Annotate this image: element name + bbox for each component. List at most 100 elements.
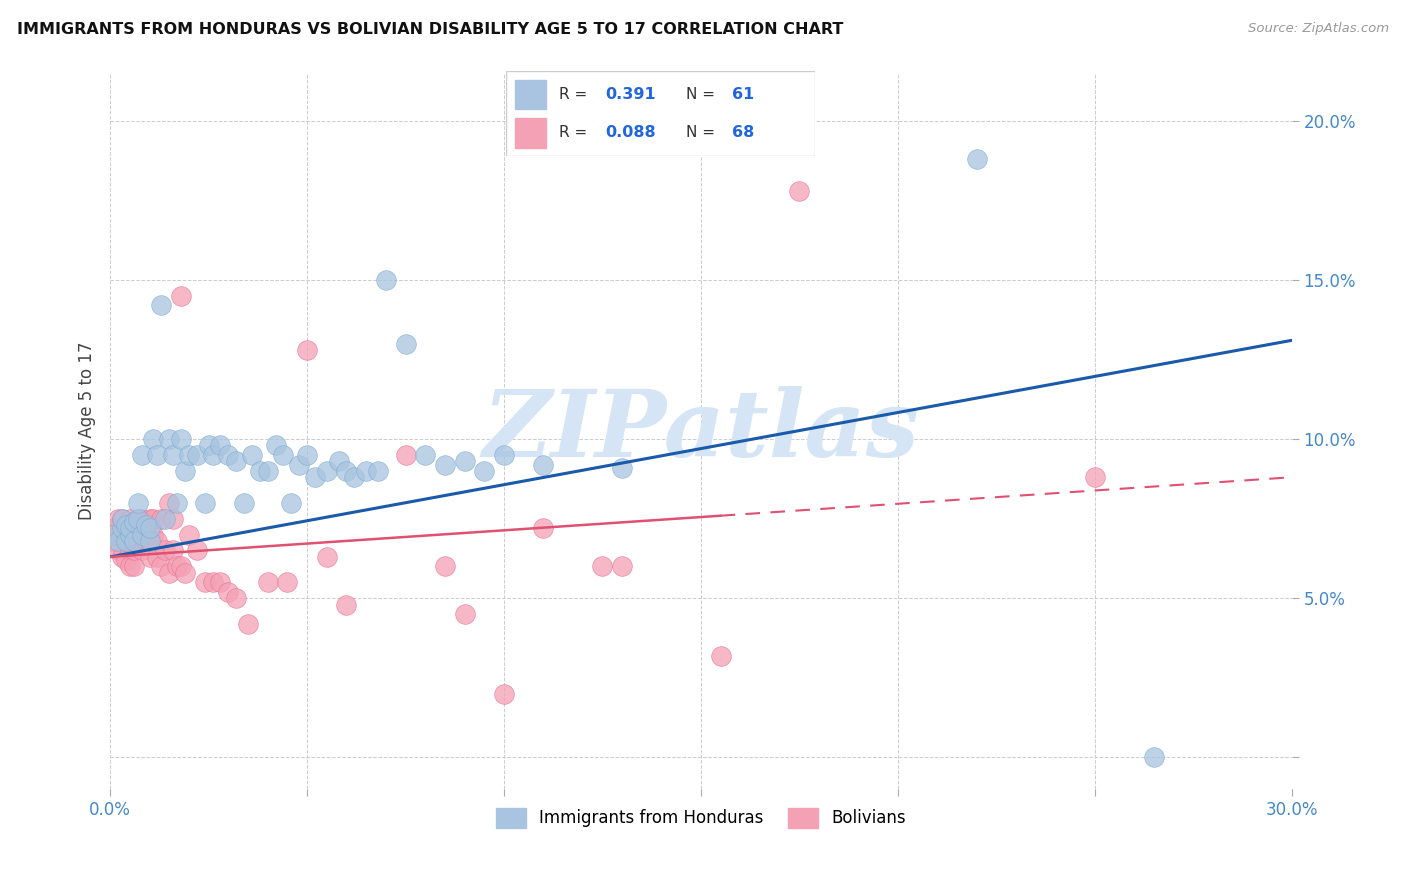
Text: R =: R = <box>558 125 592 140</box>
Point <box>111 527 134 541</box>
Point <box>157 566 180 580</box>
Point <box>122 533 145 548</box>
Point <box>295 343 318 357</box>
Point <box>304 470 326 484</box>
Point <box>256 464 278 478</box>
Point <box>249 464 271 478</box>
Point <box>354 464 377 478</box>
Point <box>328 454 350 468</box>
Point <box>150 298 173 312</box>
Point <box>433 458 456 472</box>
Point <box>315 464 337 478</box>
Point <box>122 543 145 558</box>
Text: R =: R = <box>558 87 592 103</box>
Point <box>315 549 337 564</box>
Point <box>394 336 416 351</box>
Point <box>127 511 149 525</box>
Text: N =: N = <box>686 87 720 103</box>
Point <box>127 511 149 525</box>
Point <box>150 559 173 574</box>
Point <box>209 575 232 590</box>
Point <box>1084 470 1107 484</box>
Point <box>1143 750 1166 764</box>
Point <box>472 464 495 478</box>
Point <box>111 549 134 564</box>
Point <box>127 533 149 548</box>
Point <box>610 460 633 475</box>
Point <box>225 454 247 468</box>
Text: IMMIGRANTS FROM HONDURAS VS BOLIVIAN DISABILITY AGE 5 TO 17 CORRELATION CHART: IMMIGRANTS FROM HONDURAS VS BOLIVIAN DIS… <box>17 22 844 37</box>
Point <box>256 575 278 590</box>
Bar <box>516 118 547 147</box>
Point <box>174 464 197 478</box>
Point <box>335 464 357 478</box>
Point <box>138 533 160 548</box>
Legend: Immigrants from Honduras, Bolivians: Immigrants from Honduras, Bolivians <box>489 801 912 835</box>
Point <box>122 559 145 574</box>
Text: 68: 68 <box>733 125 754 140</box>
Point <box>103 533 125 548</box>
Point <box>170 432 193 446</box>
Point <box>131 521 153 535</box>
Point <box>155 511 177 525</box>
Point <box>107 533 129 548</box>
Point <box>115 521 138 535</box>
Point <box>162 448 184 462</box>
Point <box>217 448 239 462</box>
Point <box>135 527 157 541</box>
Point <box>111 511 134 525</box>
Point <box>492 687 515 701</box>
Point <box>453 454 475 468</box>
Point <box>531 458 554 472</box>
Point <box>174 566 197 580</box>
Point <box>166 559 188 574</box>
Point <box>107 527 129 541</box>
Point <box>131 543 153 558</box>
Point <box>170 559 193 574</box>
Point <box>197 438 219 452</box>
Point <box>150 511 173 525</box>
Point <box>115 518 138 533</box>
Point <box>413 448 436 462</box>
Point <box>131 527 153 541</box>
Point <box>115 533 138 548</box>
Point <box>115 533 138 548</box>
Point <box>131 511 153 525</box>
Point <box>288 458 311 472</box>
Text: ZIPatlas: ZIPatlas <box>482 386 920 476</box>
Text: 0.088: 0.088 <box>605 125 655 140</box>
Point <box>142 511 165 525</box>
Point <box>531 521 554 535</box>
Point <box>394 448 416 462</box>
Point <box>122 515 145 529</box>
Point <box>170 289 193 303</box>
Point <box>142 432 165 446</box>
Point <box>122 533 145 548</box>
Point <box>111 511 134 525</box>
Point <box>367 464 389 478</box>
Point <box>295 448 318 462</box>
Point <box>118 511 141 525</box>
Point <box>610 559 633 574</box>
Point <box>453 607 475 621</box>
Point <box>492 448 515 462</box>
Point <box>233 496 256 510</box>
Point <box>162 543 184 558</box>
Point <box>138 533 160 548</box>
Point <box>146 549 169 564</box>
Point <box>236 616 259 631</box>
Point <box>966 152 988 166</box>
Point <box>118 543 141 558</box>
Point <box>209 438 232 452</box>
Text: 61: 61 <box>733 87 754 103</box>
Point <box>157 432 180 446</box>
Point <box>135 518 157 533</box>
Point <box>591 559 613 574</box>
Point <box>118 521 141 535</box>
Point <box>127 496 149 510</box>
Point <box>122 521 145 535</box>
Point <box>127 527 149 541</box>
Point <box>103 521 125 535</box>
Point <box>157 496 180 510</box>
Point <box>177 448 200 462</box>
